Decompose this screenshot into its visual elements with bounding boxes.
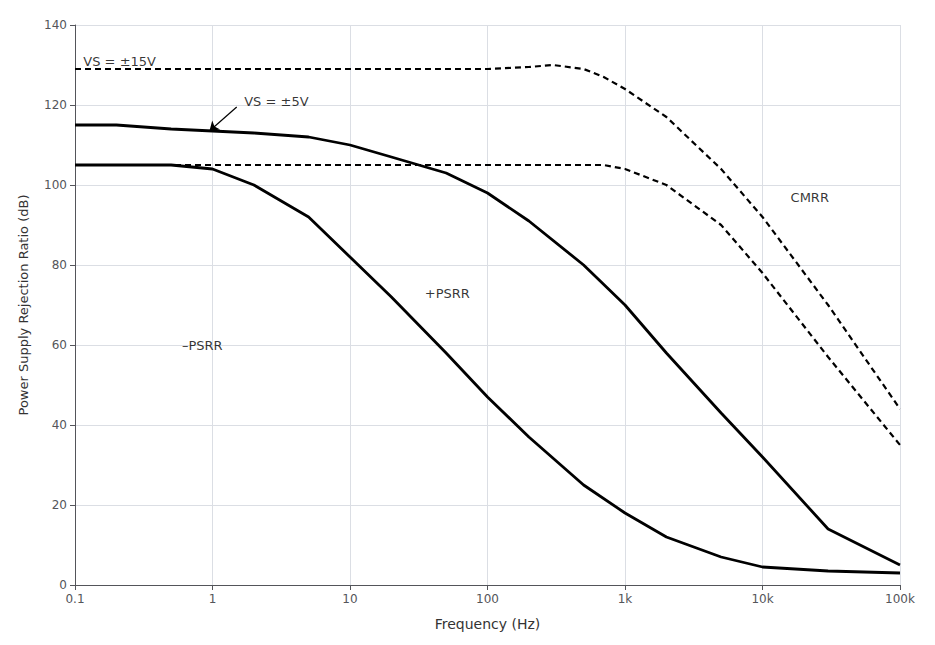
svg-text:0.1: 0.1 (65, 592, 84, 606)
svg-text:100: 100 (476, 592, 499, 606)
svg-text:60: 60 (52, 338, 67, 352)
svg-text:0: 0 (59, 578, 67, 592)
svg-text:VS = ±15V: VS = ±15V (83, 54, 156, 69)
svg-text:VS = ±5V: VS = ±5V (244, 94, 308, 109)
svg-text:+PSRR: +PSRR (425, 286, 470, 301)
svg-text:140: 140 (44, 18, 67, 32)
svg-text:1k: 1k (618, 592, 633, 606)
svg-text:100: 100 (44, 178, 67, 192)
svg-text:–PSRR: –PSRR (182, 338, 223, 353)
svg-text:Frequency (Hz): Frequency (Hz) (435, 616, 541, 632)
svg-text:10: 10 (342, 592, 357, 606)
svg-text:1: 1 (209, 592, 217, 606)
svg-text:40: 40 (52, 418, 67, 432)
svg-text:Power Supply Rejection Ratio (: Power Supply Rejection Ratio (dB) (16, 195, 31, 416)
svg-text:120: 120 (44, 98, 67, 112)
svg-text:80: 80 (52, 258, 67, 272)
svg-text:CMRR: CMRR (791, 190, 829, 205)
svg-text:100k: 100k (885, 592, 915, 606)
svg-text:20: 20 (52, 498, 67, 512)
svg-text:10k: 10k (751, 592, 773, 606)
